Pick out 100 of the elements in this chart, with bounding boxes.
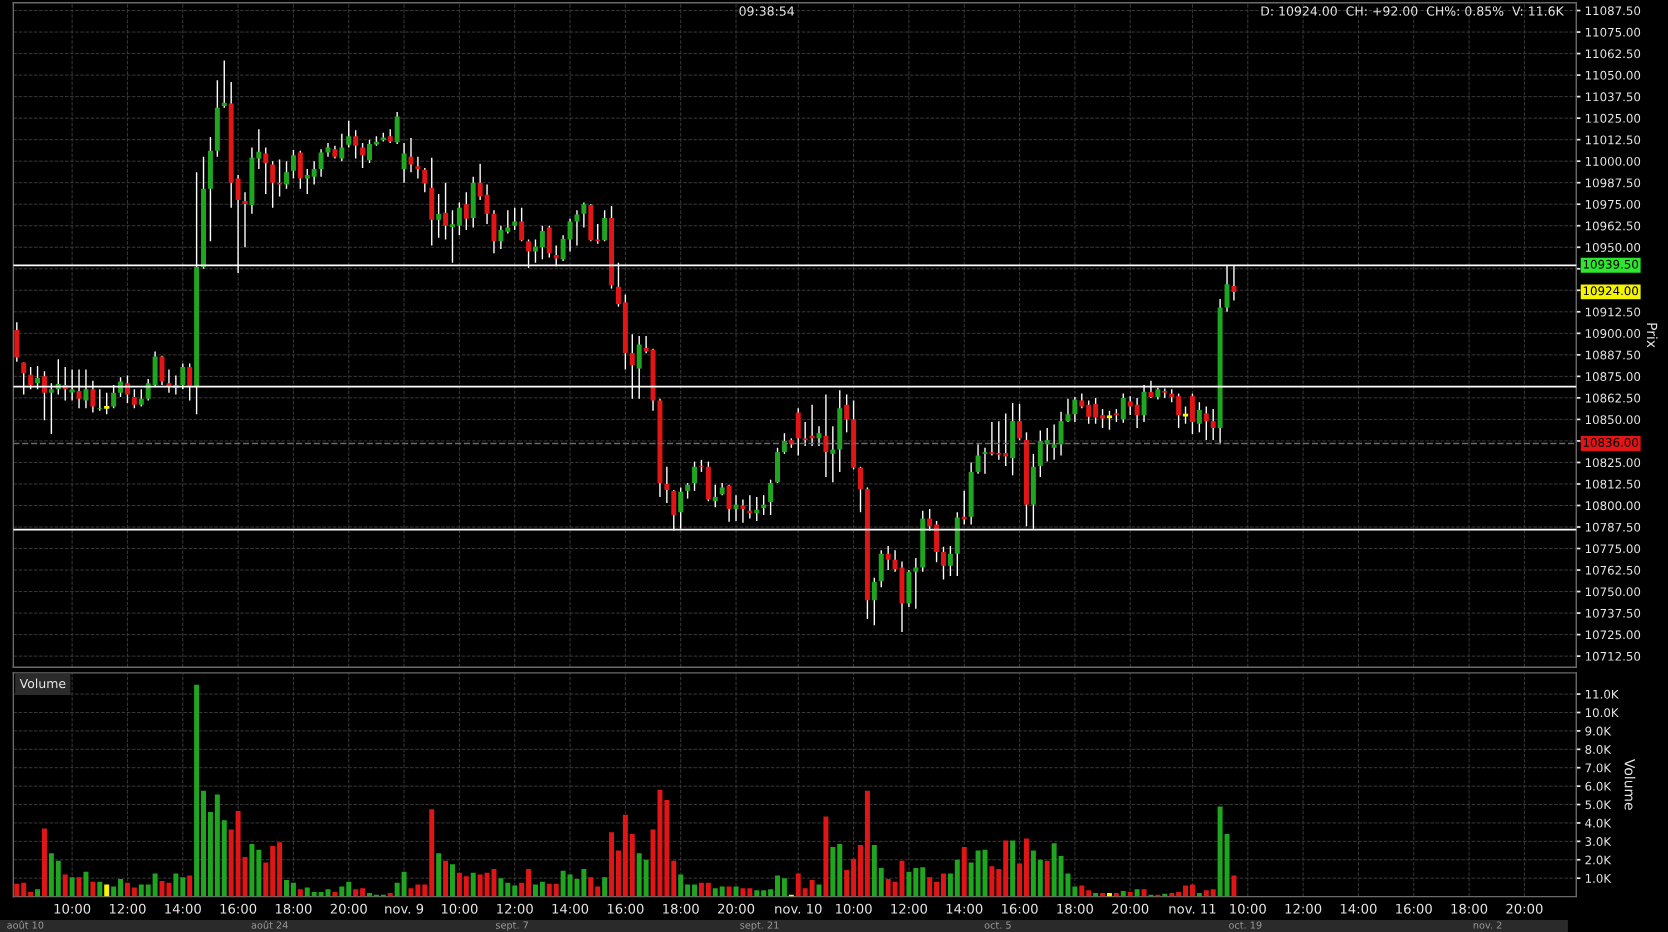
bar <box>795 873 801 897</box>
bar <box>961 846 967 897</box>
bar <box>1217 806 1223 897</box>
bar <box>588 877 594 897</box>
bar <box>21 882 27 897</box>
x-tick-label: 20:00 <box>1506 903 1543 914</box>
bar <box>235 810 241 897</box>
bar <box>1003 840 1009 897</box>
bar <box>284 880 289 897</box>
bar <box>747 888 753 897</box>
bar <box>1141 889 1147 897</box>
bar <box>152 873 158 897</box>
bar <box>394 882 400 897</box>
candlestick <box>1210 408 1216 441</box>
x-tick-label: 10:00 <box>54 903 91 914</box>
candlestick <box>664 466 670 504</box>
x-tick-label: 18:00 <box>275 903 312 914</box>
y-tick-label: 10737.50 <box>1585 608 1641 618</box>
y-tick-label: 5.0K <box>1585 800 1612 810</box>
bar <box>678 874 684 897</box>
bar <box>48 853 54 897</box>
bar <box>546 883 552 897</box>
bar <box>1030 850 1036 897</box>
bar <box>698 882 704 897</box>
y-tick-label: 10912.50 <box>1585 307 1641 317</box>
candlestick <box>692 460 698 492</box>
bar <box>41 828 47 897</box>
bar <box>532 884 538 897</box>
chart-title: Volume <box>19 678 66 689</box>
bar <box>228 829 234 897</box>
candlestick <box>892 549 898 573</box>
x-tick-label: 14:00 <box>946 903 983 914</box>
y-axis-title: Volume <box>1624 759 1636 810</box>
bar <box>1010 840 1016 897</box>
bar <box>927 877 933 897</box>
candlestick <box>975 443 981 475</box>
text: sept. 7 <box>495 921 528 931</box>
bar <box>705 882 711 897</box>
bar <box>1051 843 1057 897</box>
bar <box>954 859 960 897</box>
candlestick <box>367 138 372 164</box>
x-tick-label: 12:00 <box>497 903 533 914</box>
bar <box>201 790 207 897</box>
candlestick <box>539 225 545 261</box>
ref-line-label: 10939.50 <box>1583 259 1639 269</box>
bar <box>643 859 649 897</box>
candlestick <box>768 478 774 516</box>
bar <box>595 886 601 897</box>
bar <box>415 884 421 897</box>
bar <box>97 881 103 897</box>
bar <box>104 884 110 897</box>
bar <box>297 889 303 897</box>
bar <box>14 883 20 897</box>
x-tick-label: 12:00 <box>109 903 146 914</box>
bar <box>187 875 193 897</box>
bar <box>837 844 843 897</box>
y-tick-label: 11.0K <box>1585 689 1619 699</box>
bar <box>1189 884 1195 897</box>
y-tick-label: 11012.50 <box>1585 135 1641 145</box>
x-tick-label: nov. 11 <box>1169 903 1216 914</box>
candlestick <box>885 545 891 571</box>
y-tick-label: 11050.00 <box>1585 70 1641 80</box>
bar <box>906 871 912 897</box>
bar <box>69 877 75 897</box>
bar <box>740 888 746 897</box>
bar <box>256 849 262 897</box>
text: nov. 2 <box>1473 921 1502 929</box>
x-tick-label: 18:00 <box>1451 903 1488 914</box>
bar <box>1203 890 1209 897</box>
bar <box>858 845 863 897</box>
x-tick-label: nov. 10 <box>775 903 822 914</box>
candlestick <box>989 421 995 457</box>
bar <box>1079 885 1085 897</box>
bar <box>505 882 511 897</box>
bar <box>90 881 96 897</box>
bar <box>263 862 269 897</box>
bar <box>1231 875 1237 897</box>
bar <box>470 872 476 897</box>
x-tick-label: 20:00 <box>1112 903 1149 914</box>
x-tick-label: nov. 9 <box>385 903 424 914</box>
x-tick-label: 16:00 <box>1001 903 1038 914</box>
y-tick-label: 10900.00 <box>1585 329 1641 338</box>
y-tick-label: 11037.50 <box>1585 92 1641 102</box>
y-tick-label: 9.0K <box>1585 726 1612 736</box>
bar <box>761 890 767 897</box>
x-tick-label: 16:00 <box>220 903 257 914</box>
bar <box>55 860 61 897</box>
x-tick-label: 12:00 <box>891 903 928 914</box>
bar <box>138 884 144 897</box>
bar <box>290 882 296 897</box>
annotation: 09:38:54 <box>739 6 795 16</box>
candlestick <box>339 132 345 162</box>
bar <box>712 888 718 897</box>
y-tick-label: 10887.50 <box>1585 350 1641 360</box>
bar <box>1183 885 1189 897</box>
bar <box>1120 891 1126 897</box>
bar <box>1086 890 1092 897</box>
bar <box>996 868 1002 897</box>
candlestick <box>443 182 449 241</box>
text: sept. 21 <box>740 921 779 931</box>
